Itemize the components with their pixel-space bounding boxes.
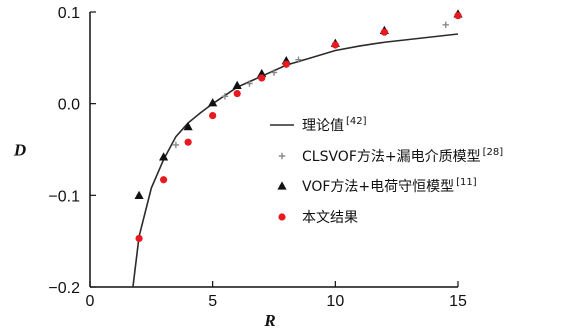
data-point-series-3 xyxy=(160,176,168,184)
data-point-series-3 xyxy=(282,60,290,68)
data-point-series-3 xyxy=(380,28,388,36)
x-axis-title: R xyxy=(263,311,275,330)
data-point-series-1 xyxy=(442,21,449,29)
data-point-series-2 xyxy=(208,98,218,107)
data-point-series-3 xyxy=(209,111,217,120)
legend-citation: [28] xyxy=(483,147,504,158)
x-tick-label: 15 xyxy=(449,293,467,310)
data-point-series-3 xyxy=(258,74,266,82)
x-tick-label: 5 xyxy=(208,293,217,310)
legend-marker xyxy=(278,213,286,221)
y-tick-label: 0.1 xyxy=(58,5,80,22)
data-point-series-1 xyxy=(172,141,180,149)
y-tick-label: −0.2 xyxy=(48,280,80,297)
data-point-series-1 xyxy=(270,69,278,76)
data-point-series-2 xyxy=(183,121,193,131)
legend-marker xyxy=(278,152,286,160)
legend-citation: [42] xyxy=(346,116,367,127)
y-tick-label: −0.1 xyxy=(48,188,80,205)
legend-label: 理论值 xyxy=(302,118,344,134)
legend-label: 本文结果 xyxy=(302,210,358,226)
data-point-series-2 xyxy=(232,80,242,90)
chart-marks xyxy=(132,9,463,288)
x-tick-label: 10 xyxy=(326,293,344,310)
data-point-series-1 xyxy=(246,80,253,87)
legend-citation: [11] xyxy=(456,177,477,188)
data-point-series-1 xyxy=(295,56,302,63)
legend-label: CLSVOF方法+漏电介质模型 xyxy=(302,149,481,165)
y-tick-label: 0.0 xyxy=(58,97,80,114)
axes: 0 5 10 15 −0.2 −0.1 0.0 0.1 R D xyxy=(13,5,467,330)
legend-label: VOF方法+电荷守恒模型 xyxy=(302,179,454,195)
y-axis-title: D xyxy=(13,141,26,160)
data-point-series-3 xyxy=(135,234,143,243)
data-point-series-2 xyxy=(257,68,267,78)
data-point-series-3 xyxy=(184,138,192,146)
data-point-series-1 xyxy=(221,93,229,100)
x-tick-label: 0 xyxy=(86,293,95,310)
legend-marker xyxy=(277,181,287,190)
data-point-series-3 xyxy=(233,89,241,98)
legend: 理论值 [42] CLSVOF方法+漏电介质模型 [28] VOF方法+电荷守恒模型 [1… xyxy=(270,116,503,226)
data-point-series-3 xyxy=(331,41,339,49)
data-point-series-2 xyxy=(134,190,144,200)
data-point-series-2 xyxy=(159,152,169,161)
data-point-series-3 xyxy=(454,12,462,20)
